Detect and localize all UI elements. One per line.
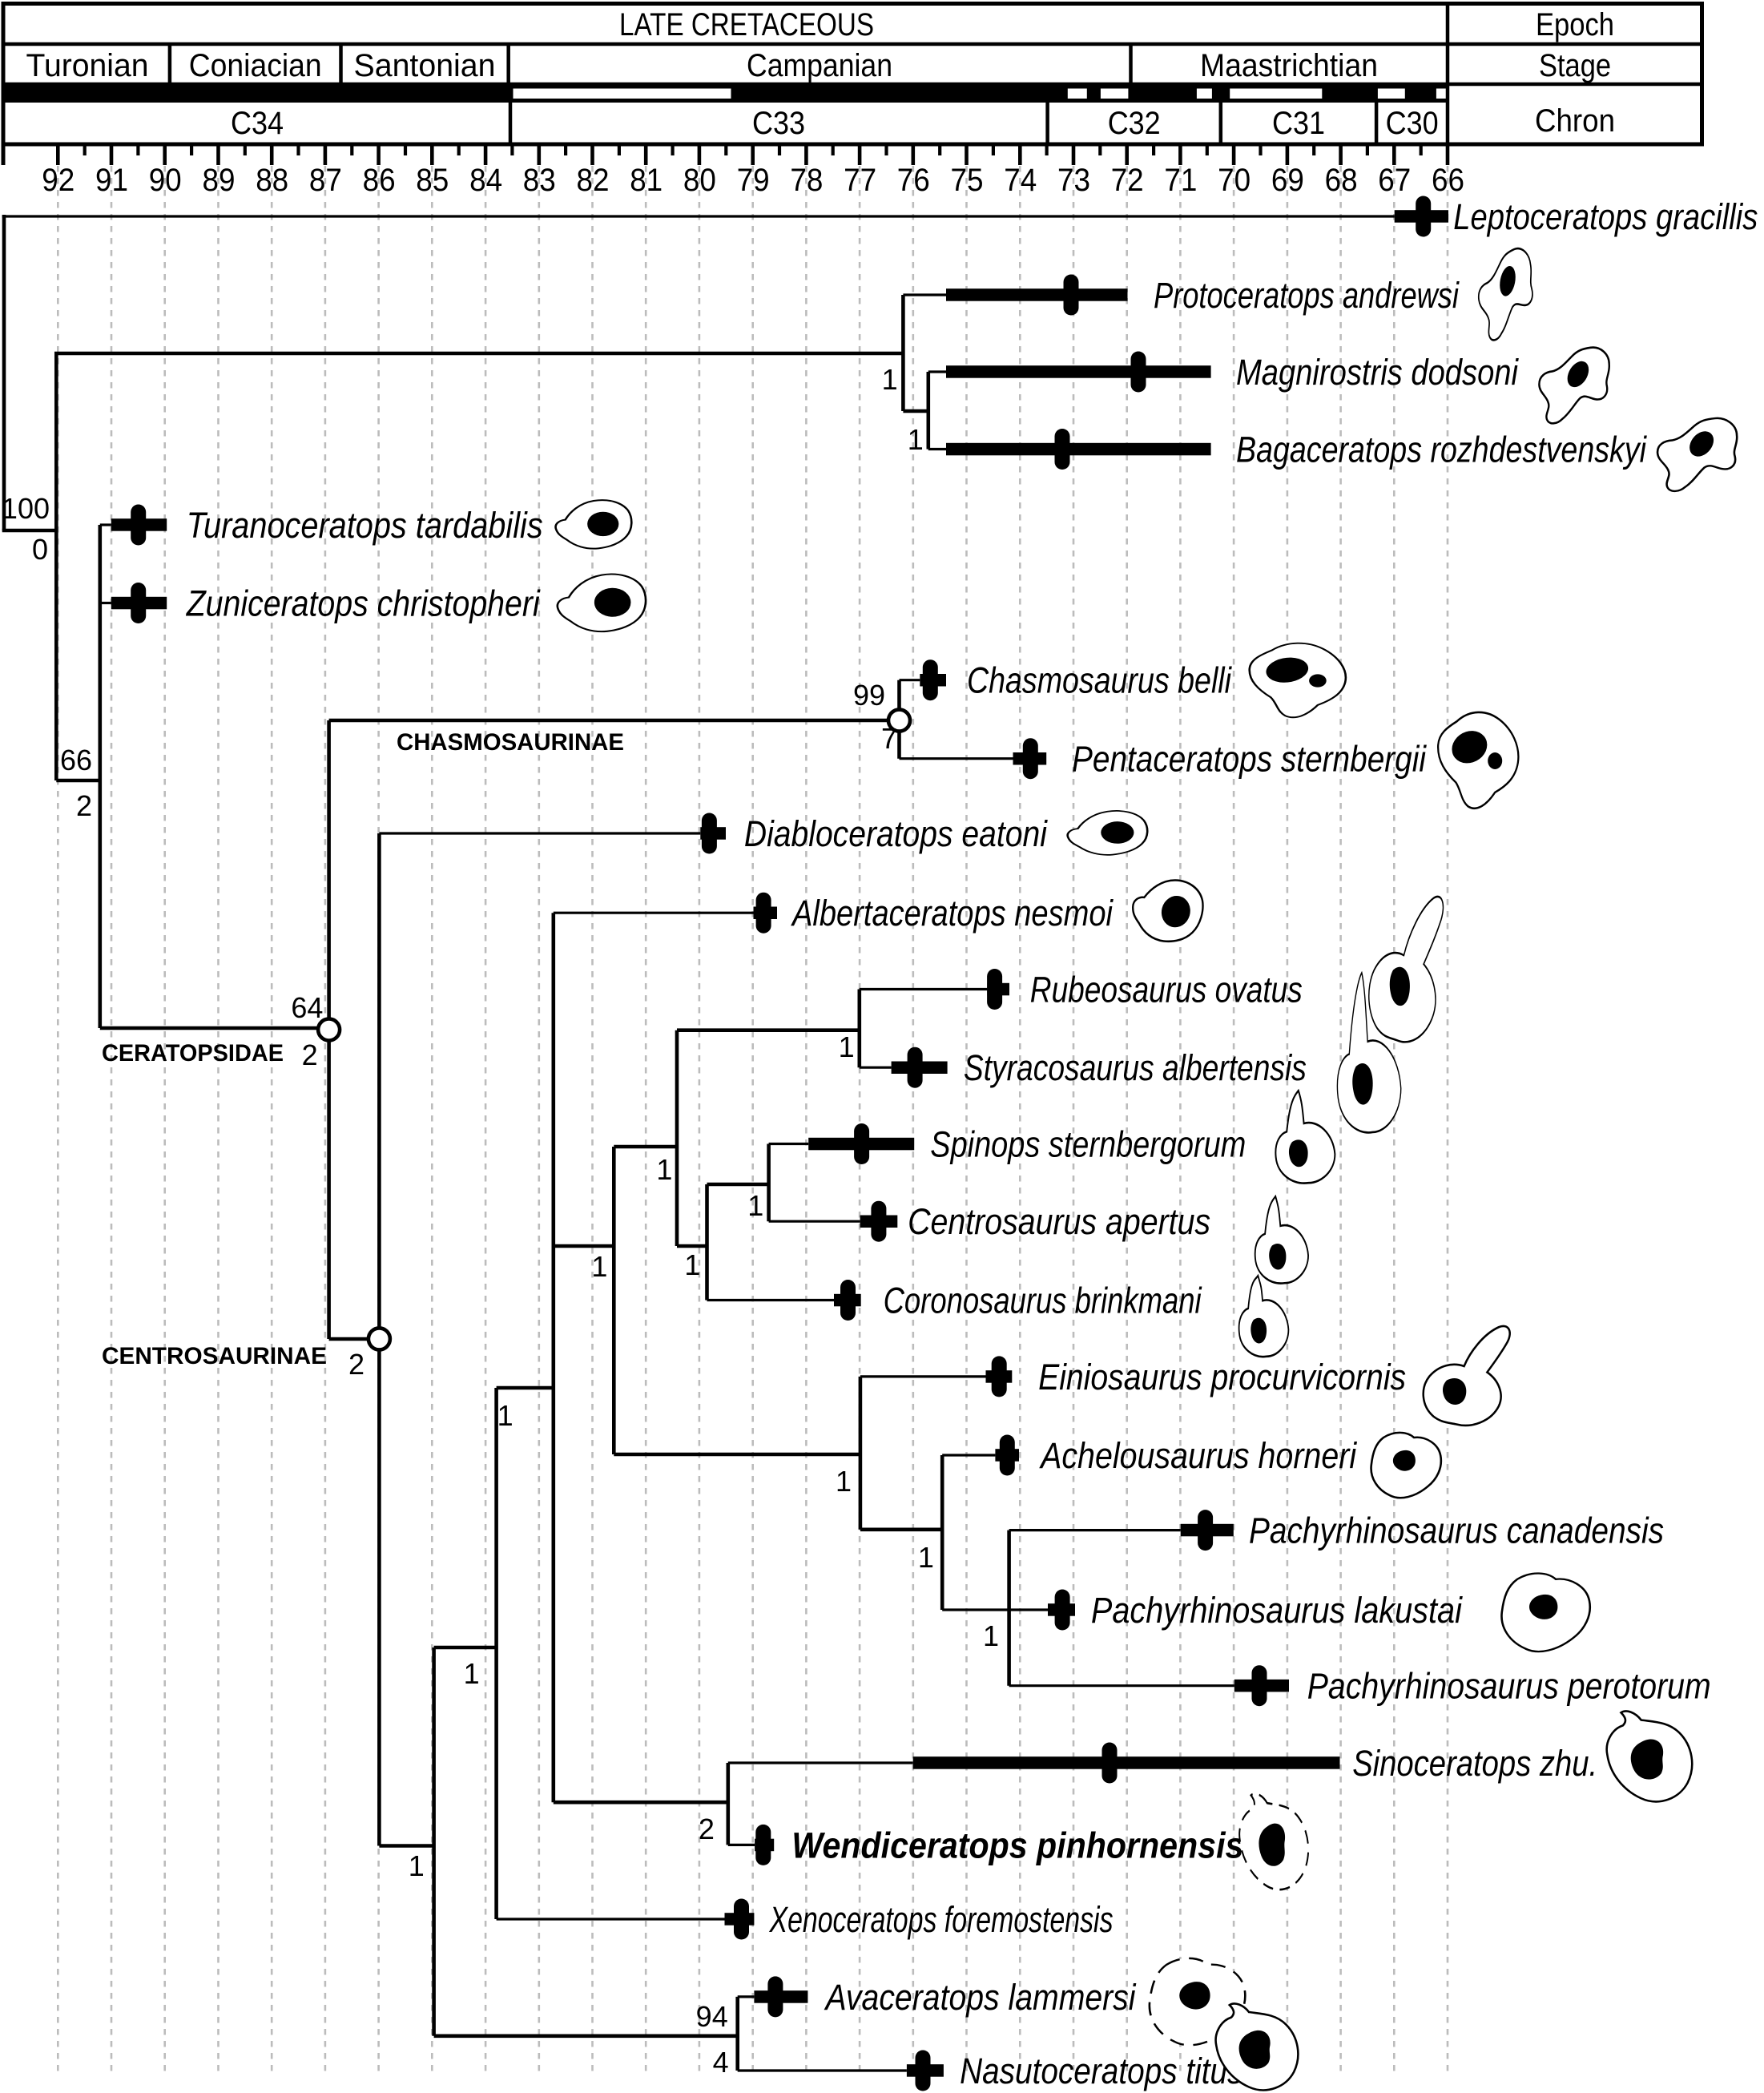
svg-text:Turanoceratops tardabilis: Turanoceratops tardabilis [187, 505, 543, 546]
svg-text:Magnirostris dodsoni: Magnirostris dodsoni [1236, 352, 1520, 393]
svg-text:C31: C31 [1272, 106, 1325, 141]
svg-text:Chasmosaurus belli: Chasmosaurus belli [967, 660, 1233, 701]
svg-text:Albertaceratops nesmoi: Albertaceratops nesmoi [790, 893, 1114, 934]
svg-text:Zuniceratops christopheri: Zuniceratops christopheri [186, 583, 542, 624]
svg-text:Pachyrhinosaurus lakustai: Pachyrhinosaurus lakustai [1091, 1590, 1464, 1631]
svg-text:Bagaceratops rozhdestvenskyi: Bagaceratops rozhdestvenskyi [1236, 429, 1648, 470]
svg-text:1: 1 [464, 1657, 480, 1690]
svg-text:CENTROSAURINAE: CENTROSAURINAE [102, 1343, 327, 1369]
svg-text:1: 1 [684, 1248, 700, 1281]
svg-text:1: 1 [836, 1465, 852, 1498]
svg-text:C30: C30 [1386, 106, 1439, 141]
svg-text:CERATOPSIDAE: CERATOPSIDAE [102, 1040, 284, 1067]
svg-text:Santonian: Santonian [354, 48, 496, 83]
svg-text:Rubeosaurus ovatus: Rubeosaurus ovatus [1030, 970, 1303, 1010]
svg-text:66: 66 [1432, 163, 1464, 198]
svg-text:87: 87 [309, 163, 342, 198]
svg-text:1: 1 [918, 1541, 934, 1574]
svg-text:80: 80 [683, 163, 716, 198]
svg-text:LATE CRETACEOUS: LATE CRETACEOUS [619, 7, 874, 42]
svg-text:4: 4 [713, 2046, 729, 2079]
svg-text:1: 1 [882, 363, 898, 396]
svg-text:92: 92 [42, 163, 75, 198]
svg-text:71: 71 [1164, 163, 1197, 198]
svg-text:1: 1 [908, 423, 924, 456]
svg-text:Spinops sternbergorum: Spinops sternbergorum [930, 1124, 1246, 1165]
svg-text:1: 1 [591, 1250, 607, 1283]
svg-text:89: 89 [203, 163, 236, 198]
svg-text:0: 0 [32, 533, 48, 566]
svg-text:Diabloceratops eatoni: Diabloceratops eatoni [744, 813, 1049, 854]
svg-text:Centrosaurus apertus: Centrosaurus apertus [908, 1201, 1210, 1242]
svg-text:72: 72 [1111, 163, 1144, 198]
svg-text:Xenoceratops foremostensis: Xenoceratops foremostensis [769, 1899, 1114, 1940]
svg-text:84: 84 [469, 163, 502, 198]
svg-text:85: 85 [416, 163, 449, 198]
svg-text:64: 64 [291, 991, 323, 1024]
svg-text:Einiosaurus procurvicornis: Einiosaurus procurvicornis [1038, 1357, 1406, 1397]
svg-text:Leptoceratops gracillis: Leptoceratops gracillis [1453, 196, 1758, 237]
svg-text:Pachyrhinosaurus perotorum: Pachyrhinosaurus perotorum [1307, 1666, 1711, 1707]
svg-text:69: 69 [1271, 163, 1304, 198]
svg-text:Chron: Chron [1535, 103, 1615, 139]
svg-text:2: 2 [348, 1348, 364, 1381]
svg-text:Coniacian: Coniacian [189, 48, 322, 83]
svg-text:1: 1 [656, 1153, 672, 1186]
svg-text:73: 73 [1057, 163, 1090, 198]
svg-text:Epoch: Epoch [1536, 7, 1614, 42]
svg-text:100: 100 [2, 492, 50, 525]
svg-text:83: 83 [523, 163, 556, 198]
svg-text:77: 77 [844, 163, 876, 198]
svg-text:78: 78 [790, 163, 823, 198]
svg-text:91: 91 [95, 163, 128, 198]
svg-text:81: 81 [630, 163, 663, 198]
svg-text:66: 66 [60, 744, 92, 776]
svg-text:1: 1 [983, 1619, 999, 1652]
svg-text:Sinoceratops zhu.: Sinoceratops zhu. [1352, 1743, 1597, 1784]
svg-text:Protoceratops andrewsi: Protoceratops andrewsi [1154, 275, 1460, 316]
svg-text:82: 82 [577, 163, 610, 198]
svg-text:Maastrichtian: Maastrichtian [1200, 48, 1378, 83]
svg-text:2: 2 [302, 1038, 318, 1071]
svg-text:Coronosaurus brinkmani: Coronosaurus brinkmani [884, 1280, 1203, 1321]
svg-text:Styracosaurus albertensis: Styracosaurus albertensis [964, 1047, 1307, 1088]
svg-text:Turonian: Turonian [26, 48, 149, 83]
svg-text:Achelousaurus horneri: Achelousaurus horneri [1038, 1435, 1357, 1476]
svg-text:CHASMOSAURINAE: CHASMOSAURINAE [397, 729, 624, 756]
svg-text:Wendiceratops pinhornensis: Wendiceratops pinhornensis [791, 1825, 1243, 1865]
svg-text:C34: C34 [231, 106, 284, 141]
svg-text:Pentaceratops sternbergii: Pentaceratops sternbergii [1072, 739, 1428, 780]
svg-text:70: 70 [1218, 163, 1251, 198]
svg-text:76: 76 [897, 163, 930, 198]
svg-text:74: 74 [1004, 163, 1037, 198]
svg-text:1: 1 [409, 1849, 425, 1882]
svg-text:1: 1 [747, 1189, 763, 1222]
svg-text:67: 67 [1378, 163, 1411, 198]
svg-text:Pachyrhinosaurus canadensis: Pachyrhinosaurus canadensis [1249, 1510, 1664, 1551]
svg-text:Stage: Stage [1539, 48, 1611, 83]
svg-text:88: 88 [256, 163, 288, 198]
svg-text:86: 86 [363, 163, 396, 198]
svg-text:90: 90 [149, 163, 182, 198]
svg-text:C33: C33 [752, 106, 805, 141]
svg-text:7: 7 [881, 722, 897, 755]
svg-text:1: 1 [839, 1030, 855, 1063]
svg-text:2: 2 [699, 1813, 715, 1845]
svg-text:75: 75 [951, 163, 984, 198]
svg-text:68: 68 [1325, 163, 1358, 198]
svg-text:79: 79 [737, 163, 770, 198]
svg-text:1: 1 [497, 1399, 513, 1432]
svg-text:94: 94 [696, 2000, 728, 2033]
svg-text:Avaceratops lammersi: Avaceratops lammersi [824, 1977, 1137, 2018]
svg-text:2: 2 [76, 789, 92, 822]
svg-text:Nasutoceratops titusi: Nasutoceratops titusi [960, 2051, 1251, 2091]
svg-text:Campanian: Campanian [747, 48, 892, 83]
svg-text:C32: C32 [1108, 106, 1161, 141]
svg-text:99: 99 [853, 679, 885, 712]
